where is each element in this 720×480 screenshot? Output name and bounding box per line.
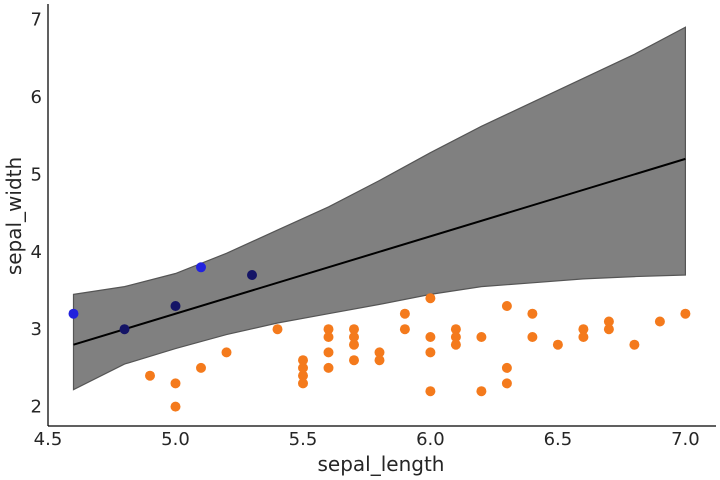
data-point: [170, 378, 181, 389]
data-point: [323, 347, 334, 358]
data-point: [272, 324, 283, 335]
data-point: [323, 332, 334, 342]
y-tick-label: 2: [31, 397, 42, 418]
data-point: [349, 324, 359, 335]
regression-line: [73, 157, 686, 346]
data-point: [527, 332, 538, 342]
x-axis-title: sepal_length: [318, 452, 445, 476]
y-tick-label: 5: [31, 164, 42, 185]
x-tick-label: 5.0: [161, 429, 190, 450]
y-tick-label: 3: [31, 319, 42, 340]
credible-band-layer: [72, 26, 686, 391]
x-tick-label: 6.5: [544, 429, 573, 450]
y-axis-title: sepal_width: [2, 157, 26, 275]
data-point: [298, 355, 308, 366]
data-point: [374, 355, 385, 366]
y-tick-label: 7: [31, 10, 42, 31]
credible-band: [72, 26, 686, 391]
data-point: [247, 270, 257, 280]
data-point: [170, 301, 181, 311]
y-tick-label: 4: [31, 242, 42, 263]
data-point: [603, 324, 614, 335]
data-point: [425, 347, 436, 358]
data-point: [578, 324, 589, 335]
data-point: [349, 332, 359, 342]
x-tick-label: 6.0: [416, 429, 445, 450]
y-tick-label: 6: [31, 87, 42, 108]
data-point: [145, 370, 155, 381]
data-point: [119, 324, 130, 335]
data-point: [399, 324, 410, 335]
data-point: [450, 332, 461, 342]
data-point: [425, 386, 436, 397]
data-point: [323, 362, 334, 373]
data-point: [476, 386, 487, 397]
data-point: [501, 301, 512, 311]
data-point: [221, 347, 232, 358]
data-point: [323, 324, 334, 335]
data-point: [680, 308, 691, 319]
data-point: [654, 316, 665, 327]
data-point: [425, 293, 436, 304]
data-point: [196, 362, 206, 373]
data-point: [450, 324, 461, 335]
data-point: [298, 370, 308, 381]
data-point: [501, 378, 512, 389]
x-tick-labels: 4.5 5.0 5.5 6.0 6.5 7.0: [34, 429, 700, 450]
x-tick-label: 5.5: [289, 429, 318, 450]
data-point: [298, 378, 308, 389]
data-point: [349, 355, 359, 366]
data-point: [527, 308, 538, 319]
data-point: [501, 362, 512, 373]
data-point: [629, 339, 640, 350]
data-point: [170, 401, 181, 412]
x-tick-label: 7.0: [671, 429, 700, 450]
data-point: [196, 262, 206, 273]
data-point: [68, 308, 79, 319]
data-point: [603, 316, 614, 327]
y-tick-labels: 2 3 4 5 6 7: [31, 10, 42, 418]
data-point: [298, 362, 308, 373]
x-tick-label: 4.5: [34, 429, 63, 450]
data-point: [450, 339, 461, 350]
data-point: [552, 339, 563, 350]
data-point: [578, 332, 589, 342]
data-point: [476, 332, 487, 342]
data-points-layer: [68, 262, 691, 412]
data-point: [425, 332, 436, 342]
data-point: [399, 308, 410, 319]
data-point: [349, 339, 359, 350]
regression-line-layer: [73, 157, 686, 346]
data-point: [374, 347, 385, 358]
